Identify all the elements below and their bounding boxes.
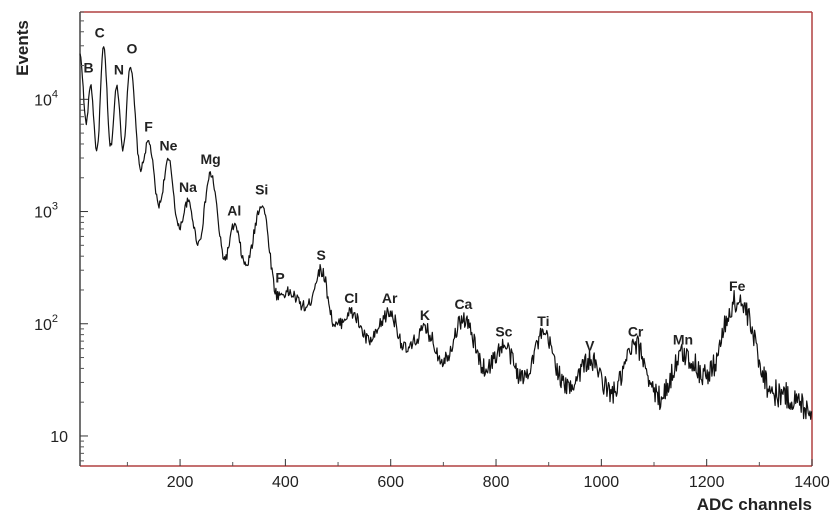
y-tick-exponent: 2 bbox=[52, 313, 58, 325]
peak-label-ti: Ti bbox=[537, 313, 549, 329]
peak-label-mn: Mn bbox=[673, 332, 693, 348]
peak-label-n: N bbox=[114, 62, 124, 78]
peak-label-al: Al bbox=[227, 203, 241, 219]
peak-label-sc: Sc bbox=[495, 323, 512, 339]
peak-label-ne: Ne bbox=[160, 138, 178, 154]
peak-label-ar: Ar bbox=[382, 290, 398, 306]
x-tick-label: 1200 bbox=[689, 474, 725, 491]
peak-label-o: O bbox=[127, 41, 138, 57]
y-tick-label: 102 bbox=[34, 313, 58, 334]
peak-label-b: B bbox=[83, 60, 93, 76]
y-tick-label: 104 bbox=[34, 88, 58, 109]
peak-label-f: F bbox=[144, 119, 153, 135]
peak-label-na: Na bbox=[179, 179, 197, 195]
peak-label-v: V bbox=[585, 338, 595, 354]
peak-label-cl: Cl bbox=[344, 290, 358, 306]
x-tick-label: 200 bbox=[167, 474, 194, 491]
spectrum-series bbox=[79, 46, 813, 420]
peak-label-mg: Mg bbox=[200, 151, 220, 167]
x-tick-label: 1000 bbox=[584, 474, 620, 491]
y-tick-exponent: 3 bbox=[52, 201, 58, 213]
peak-label-cr: Cr bbox=[628, 323, 644, 339]
peak-label-s: S bbox=[317, 247, 326, 263]
peak-label-ca: Ca bbox=[454, 296, 472, 312]
axis-ticks: 200 400 600 800 1000 1200 1400 10 102 103 104 bbox=[34, 11, 830, 491]
y-tick-label: 10 bbox=[50, 429, 68, 446]
x-tick-label: 1400 bbox=[794, 474, 830, 491]
x-tick-label: 800 bbox=[483, 474, 510, 491]
y-tick-exponent: 4 bbox=[52, 88, 58, 100]
peak-label-si: Si bbox=[255, 181, 268, 197]
x-axis-title: ADC channels bbox=[697, 495, 812, 514]
y-tick-label: 103 bbox=[34, 201, 58, 222]
peak-label-c: C bbox=[95, 24, 105, 40]
peak-label-k: K bbox=[420, 307, 430, 323]
y-axis-title: Events bbox=[13, 20, 32, 76]
x-tick-label: 600 bbox=[377, 474, 404, 491]
x-tick-label: 400 bbox=[272, 474, 299, 491]
plot-frame bbox=[79, 11, 813, 467]
peak-label-fe: Fe bbox=[729, 278, 746, 294]
peak-label-p: P bbox=[275, 270, 284, 286]
spectrum-line bbox=[79, 46, 813, 420]
